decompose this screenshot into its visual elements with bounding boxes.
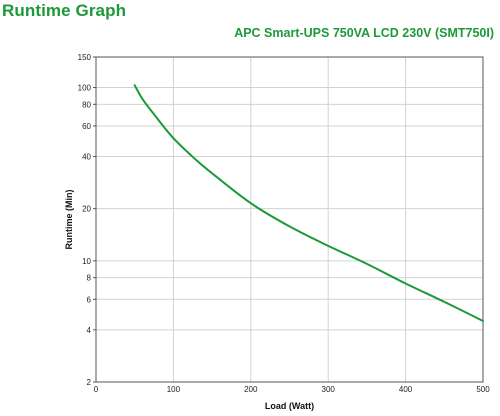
series-layer <box>133 84 484 322</box>
x-tick-label: 100 <box>167 385 181 394</box>
tick-labels: 0 100 200 300 400 500 2 4 6 8 10 20 40 60 80 100 150 <box>78 53 491 394</box>
y-tick-label: 8 <box>87 274 92 283</box>
runtime-series-line <box>133 84 484 322</box>
chart-grid <box>96 57 483 382</box>
page-title: Runtime Graph <box>2 1 127 20</box>
y-tick-label: 100 <box>78 84 92 93</box>
y-tick-label: 10 <box>82 257 91 266</box>
y-tick-label: 150 <box>78 53 92 62</box>
plot-frame <box>95 56 484 383</box>
y-tick-label: 2 <box>87 378 92 387</box>
y-tick-label: 60 <box>82 122 91 131</box>
x-tick-label: 300 <box>322 385 336 394</box>
x-tick-label: 200 <box>244 385 258 394</box>
y-tick-label: 20 <box>82 205 91 214</box>
y-tick-label: 80 <box>82 100 91 109</box>
x-tick-label: 400 <box>399 385 413 394</box>
x-tick-label: 500 <box>476 385 490 394</box>
y-tick-label: 4 <box>87 326 92 335</box>
y-tick-label: 40 <box>82 152 91 161</box>
y-axis-label: Runtime (Min) <box>64 190 74 250</box>
x-tick-label: 0 <box>94 385 99 394</box>
x-axis-label: Load (Watt) <box>265 401 314 411</box>
chart-title: APC Smart-UPS 750VA LCD 230V (SMT750I) <box>234 26 494 40</box>
y-tick-label: 6 <box>87 295 92 304</box>
